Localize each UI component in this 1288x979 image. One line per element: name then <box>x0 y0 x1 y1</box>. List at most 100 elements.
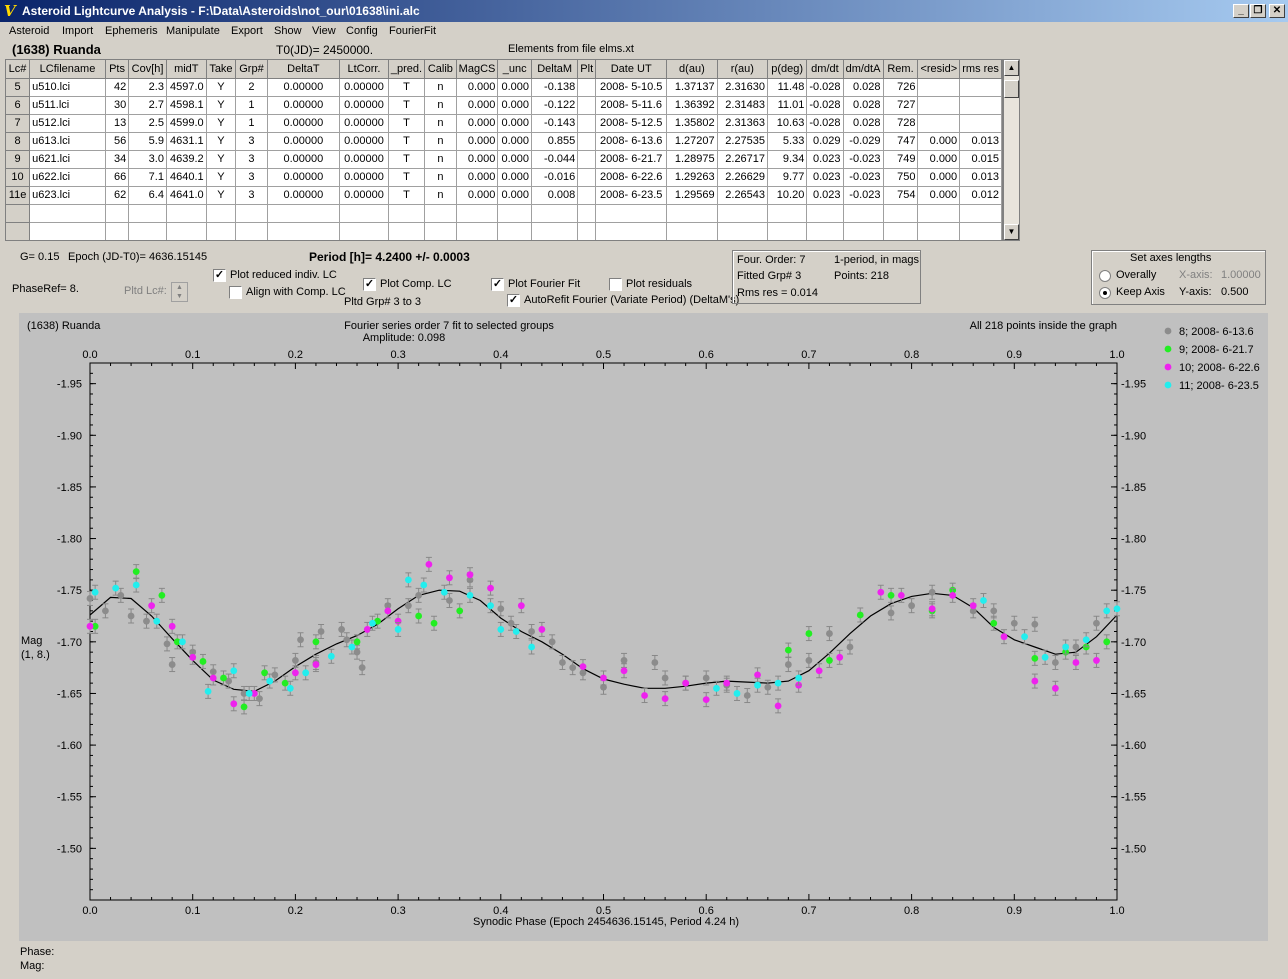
table-cell[interactable]: 34 <box>105 150 130 169</box>
table-cell[interactable] <box>206 204 237 223</box>
table-cell[interactable]: 0.000 <box>456 132 499 151</box>
table-cell[interactable]: 66 <box>105 168 130 187</box>
table-cell[interactable]: 0.015 <box>959 150 1002 169</box>
table-cell[interactable] <box>456 222 499 240</box>
table-cell[interactable]: 727 <box>883 96 919 115</box>
table-cell[interactable] <box>595 204 668 223</box>
column-header[interactable]: d(au) <box>666 60 718 79</box>
table-cell[interactable]: 2.27535 <box>717 132 769 151</box>
table-cell[interactable] <box>531 222 579 240</box>
table-cell[interactable] <box>206 222 237 240</box>
table-cell[interactable]: 0.00000 <box>267 132 341 151</box>
table-cell[interactable]: -0.138 <box>531 78 579 97</box>
table-cell[interactable]: 62 <box>105 186 130 205</box>
table-cell[interactable]: n <box>424 186 457 205</box>
table-cell[interactable]: 747 <box>883 132 919 151</box>
table-cell[interactable] <box>917 114 961 133</box>
row-header[interactable]: 7 <box>6 114 31 133</box>
table-cell[interactable]: 728 <box>883 114 919 133</box>
table-cell[interactable]: 4599.0 <box>166 114 207 133</box>
table-cell[interactable]: 6.4 <box>128 186 167 205</box>
table-cell[interactable]: -0.023 <box>843 168 884 187</box>
table-cell[interactable]: 0.028 <box>843 114 884 133</box>
table-cell[interactable] <box>128 222 167 240</box>
table-cell[interactable] <box>717 204 769 223</box>
table-cell[interactable] <box>267 204 341 223</box>
table-cell[interactable]: 0.000 <box>456 186 499 205</box>
menu-config[interactable]: Config <box>346 25 378 37</box>
table-cell[interactable]: 11.48 <box>767 78 808 97</box>
table-cell[interactable]: 2.5 <box>128 114 167 133</box>
table-cell[interactable] <box>806 204 844 223</box>
table-cell[interactable]: u622.lci <box>29 168 106 187</box>
table-cell[interactable]: u613.lci <box>29 132 106 151</box>
table-cell[interactable] <box>917 222 961 240</box>
table-cell[interactable]: 0.000 <box>456 150 499 169</box>
table-cell[interactable]: 3 <box>235 150 268 169</box>
table-cell[interactable]: 0.028 <box>843 78 884 97</box>
table-cell[interactable] <box>105 222 130 240</box>
table-cell[interactable]: u512.lci <box>29 114 106 133</box>
table-cell[interactable]: 2008- 6-13.6 <box>595 132 668 151</box>
table-cell[interactable]: 0.000 <box>917 168 961 187</box>
menu-asteroid[interactable]: Asteroid <box>9 25 50 37</box>
table-cell[interactable]: 0.023 <box>806 168 844 187</box>
table-cell[interactable] <box>166 222 207 240</box>
table-cell[interactable]: 0.029 <box>806 132 844 151</box>
table-cell[interactable]: 750 <box>883 168 919 187</box>
table-cell[interactable] <box>666 204 718 223</box>
table-cell[interactable]: T <box>388 168 426 187</box>
column-header[interactable]: dm/dt <box>806 60 844 79</box>
table-cell[interactable]: -0.028 <box>806 78 844 97</box>
table-cell[interactable]: 0.012 <box>959 186 1002 205</box>
row-header[interactable]: 9 <box>6 150 31 169</box>
pltd-lc-spinner[interactable]: ▲ ▼ <box>171 282 188 302</box>
align-comp-checkbox[interactable] <box>229 286 242 299</box>
close-button[interactable]: ✕ <box>1269 4 1285 18</box>
table-cell[interactable]: 0.000 <box>497 114 533 133</box>
table-cell[interactable]: n <box>424 132 457 151</box>
table-cell[interactable]: 0.00000 <box>339 186 389 205</box>
table-cell[interactable]: 0.00000 <box>339 168 389 187</box>
plot-reduced-checkbox[interactable]: ✓ <box>213 269 226 282</box>
table-cell[interactable] <box>767 204 808 223</box>
table-cell[interactable] <box>595 222 668 240</box>
table-cell[interactable] <box>843 222 884 240</box>
table-cell[interactable]: 3.0 <box>128 150 167 169</box>
scroll-down-icon[interactable]: ▼ <box>1004 224 1019 240</box>
row-header[interactable]: 6 <box>6 96 31 115</box>
column-header[interactable]: Take <box>206 60 237 79</box>
table-cell[interactable]: u511.lci <box>29 96 106 115</box>
table-cell[interactable]: 3 <box>235 168 268 187</box>
table-cell[interactable]: -0.028 <box>806 96 844 115</box>
table-cell[interactable]: 1.27207 <box>666 132 718 151</box>
table-cell[interactable] <box>497 222 533 240</box>
autorefit-checkbox[interactable]: ✓ <box>507 294 520 307</box>
table-cell[interactable]: 1.37137 <box>666 78 718 97</box>
table-cell[interactable]: 0.000 <box>917 132 961 151</box>
table-cell[interactable]: 0.000 <box>497 132 533 151</box>
column-header[interactable]: Rem. <box>883 60 919 79</box>
table-cell[interactable] <box>806 222 844 240</box>
scroll-thumb[interactable] <box>1004 80 1019 98</box>
table-cell[interactable]: n <box>424 168 457 187</box>
table-cell[interactable]: u621.lci <box>29 150 106 169</box>
plot-fourier-checkbox[interactable]: ✓ <box>491 278 504 291</box>
column-header[interactable]: _unc <box>497 60 533 79</box>
table-cell[interactable]: 0.00000 <box>339 132 389 151</box>
column-header[interactable]: dm/dtA <box>843 60 884 79</box>
column-header[interactable]: DeltaT <box>267 60 341 79</box>
table-cell[interactable] <box>497 204 533 223</box>
table-cell[interactable]: 4598.1 <box>166 96 207 115</box>
menu-view[interactable]: View <box>312 25 336 37</box>
table-cell[interactable]: 2.31363 <box>717 114 769 133</box>
table-cell[interactable] <box>29 204 106 223</box>
table-cell[interactable]: 2008- 5-10.5 <box>595 78 668 97</box>
table-cell[interactable]: 726 <box>883 78 919 97</box>
table-cell[interactable] <box>577 186 597 205</box>
table-cell[interactable]: 9.34 <box>767 150 808 169</box>
keep-axis-radio[interactable] <box>1099 287 1111 299</box>
